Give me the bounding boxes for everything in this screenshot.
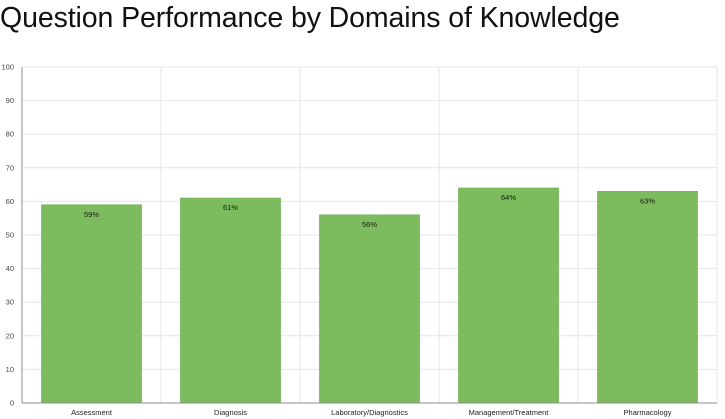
x-tick-label: Management/Treatment: [469, 408, 550, 417]
bar: [458, 187, 559, 404]
bar: [41, 204, 142, 404]
bar: [597, 191, 698, 404]
chart-title: Question Performance by Domains of Knowl…: [0, 2, 620, 34]
y-tick-label: 10: [6, 365, 14, 374]
axes: [21, 67, 717, 404]
bar: [180, 197, 281, 404]
y-tick-label: 30: [6, 298, 14, 307]
y-tick-label: 50: [6, 231, 14, 240]
data-label: 61%: [223, 203, 238, 212]
data-label: 59%: [84, 210, 99, 219]
data-label: 56%: [362, 220, 377, 229]
y-tick-labels: 0 10 20 30 40 50 60 70 80 90 100: [1, 63, 14, 408]
y-tick-label: 100: [1, 63, 14, 72]
x-tick-label: Pharmacology: [624, 408, 672, 417]
data-labels: 59% 61% 56% 64% 63%: [84, 193, 655, 229]
x-tick-label: Diagnosis: [214, 408, 247, 417]
y-tick-label: 40: [6, 264, 14, 273]
y-tick-label: 60: [6, 197, 14, 206]
x-tick-label: Assessment: [71, 408, 113, 417]
data-label: 63%: [640, 196, 655, 205]
data-label: 64%: [501, 193, 516, 202]
x-tick-labels: Assessment Diagnosis Laboratory/Diagnostic…: [71, 408, 672, 417]
y-tick-label: 90: [6, 96, 14, 105]
y-tick-label: 80: [6, 130, 14, 139]
x-tick-label: Laboratory/Diagnostics: [331, 408, 408, 417]
y-tick-label: 0: [10, 399, 14, 408]
y-tick-label: 20: [6, 331, 14, 340]
bars: [41, 187, 698, 404]
y-tick-label: 70: [6, 163, 14, 172]
bar: [319, 214, 420, 404]
